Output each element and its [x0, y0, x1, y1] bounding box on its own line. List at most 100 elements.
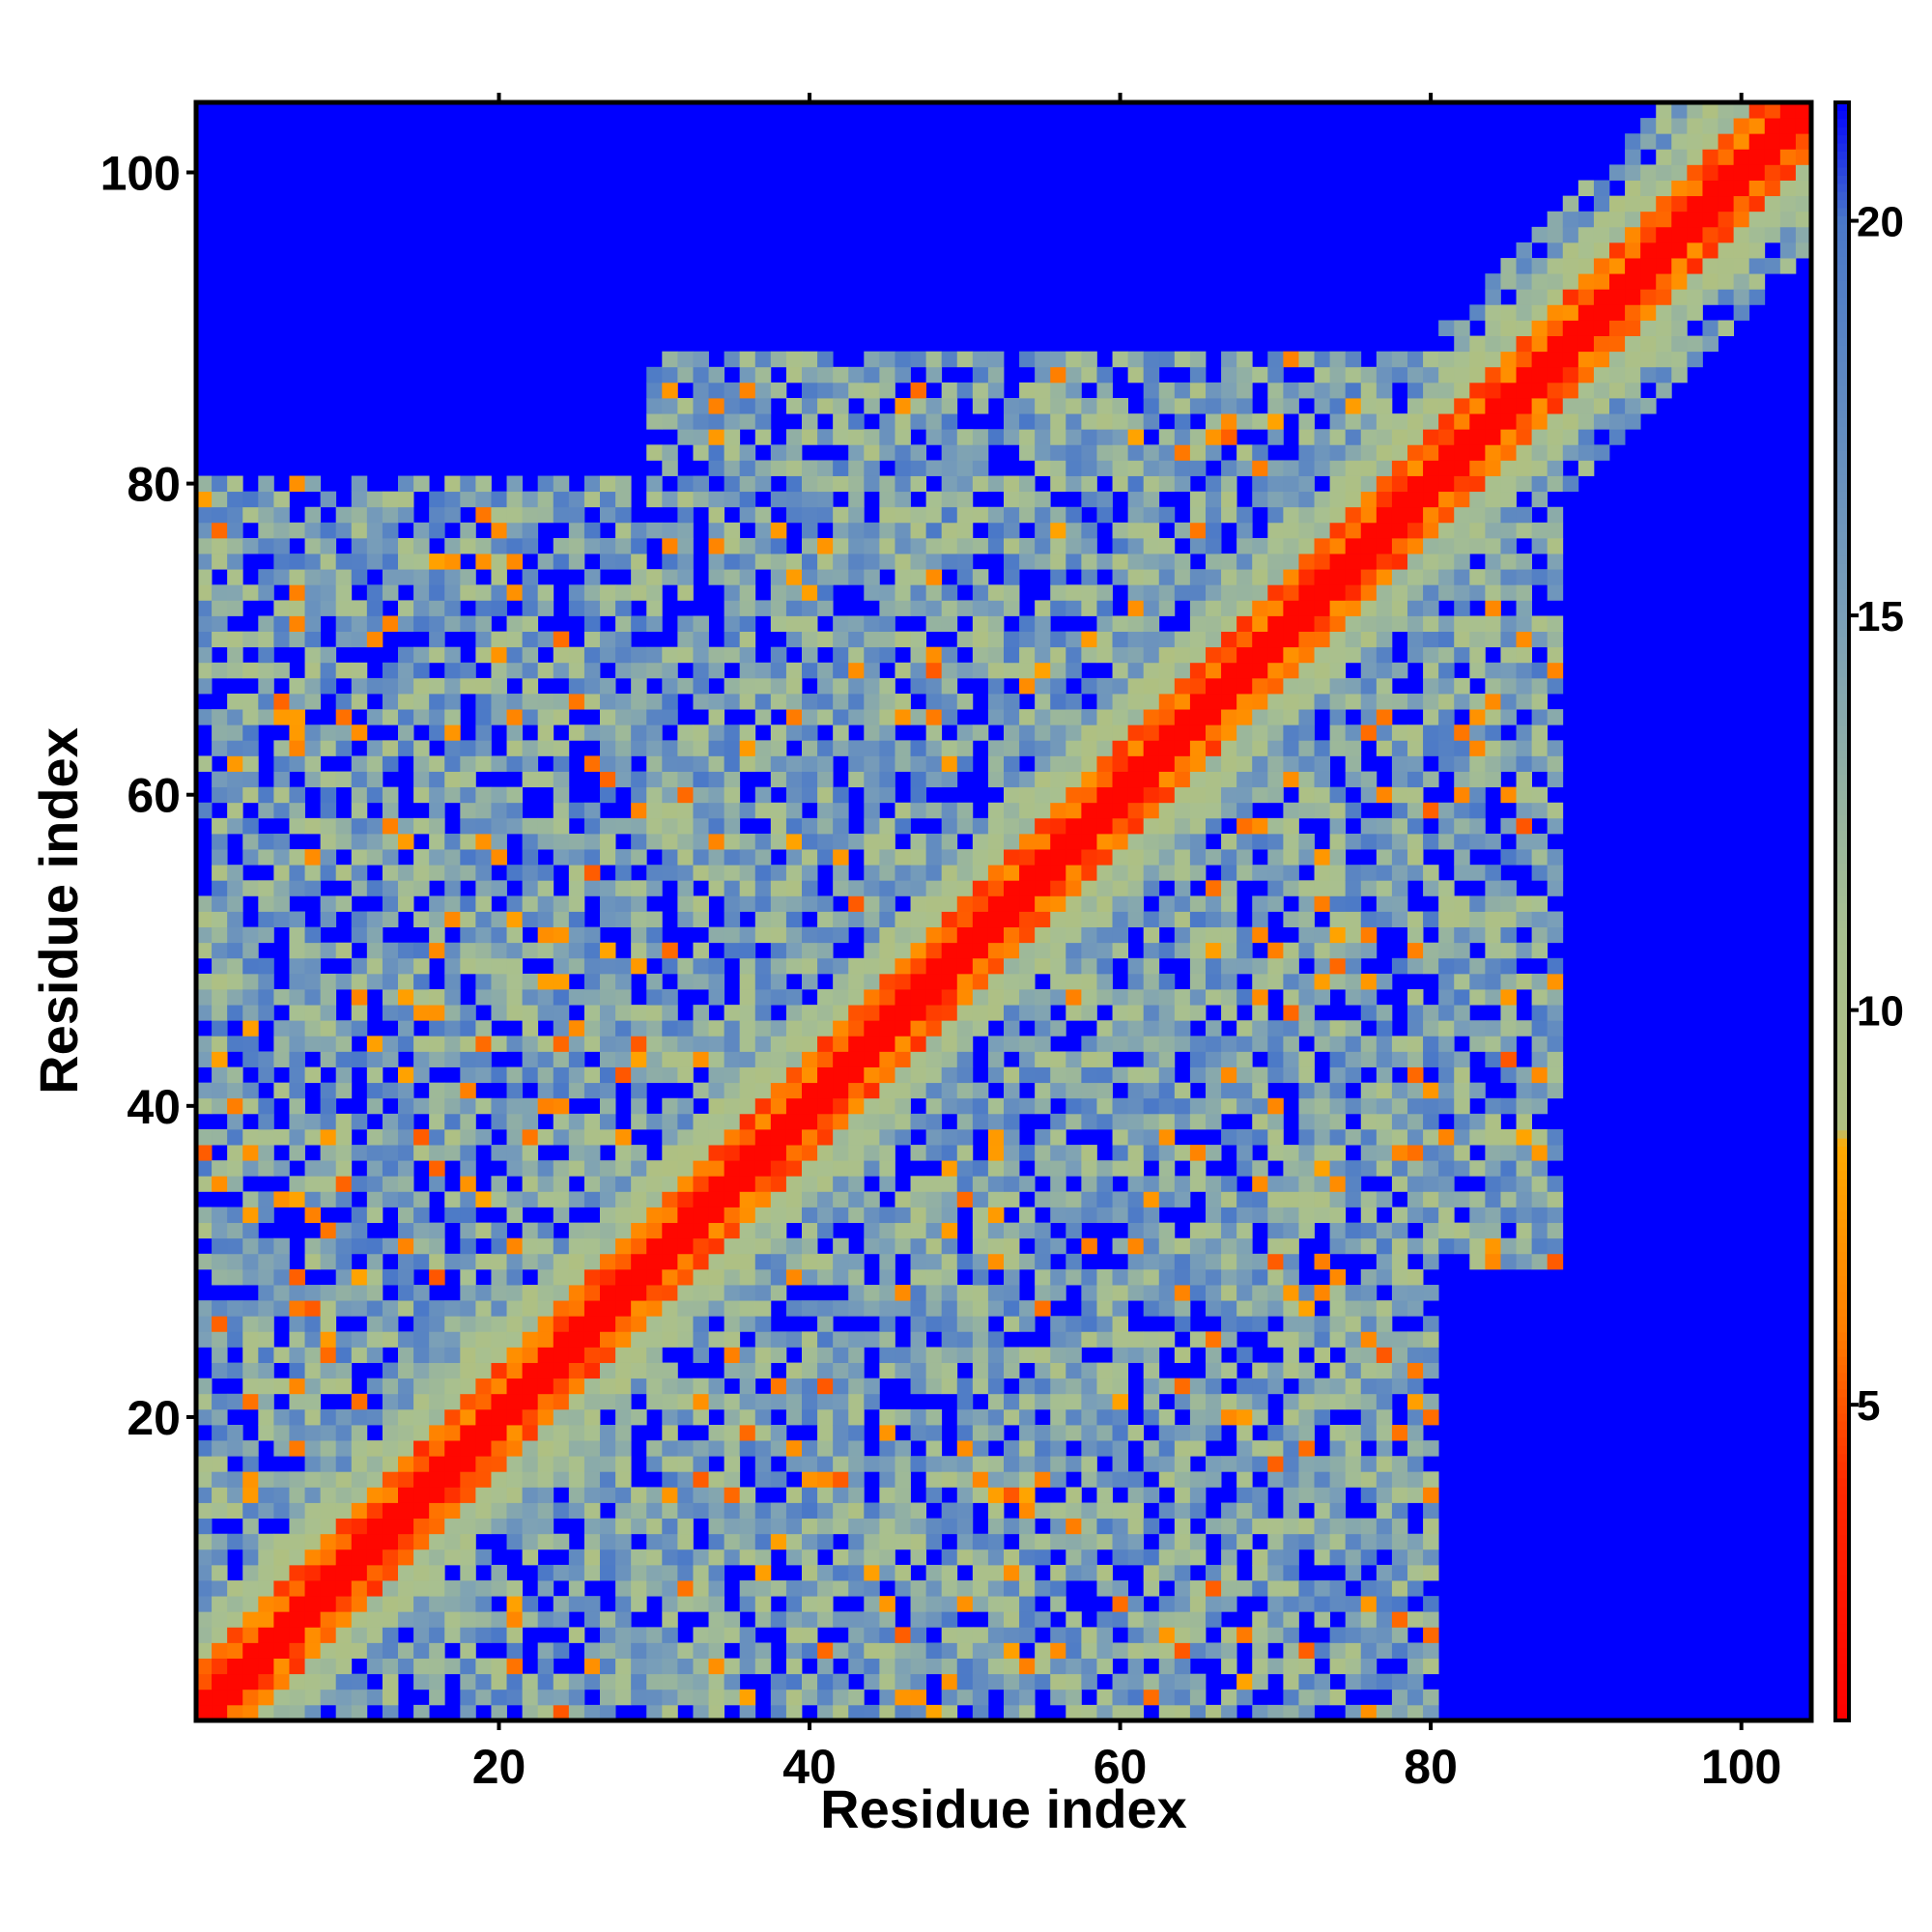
heatmap-cell [724, 646, 741, 664]
heatmap-cell [1004, 1113, 1020, 1130]
heatmap-cell [1050, 429, 1066, 445]
heatmap-cell [522, 833, 539, 850]
heatmap-cell [785, 429, 803, 445]
heatmap-cell [910, 1424, 927, 1441]
heatmap-cell [739, 1082, 756, 1099]
heatmap-cell [708, 1160, 725, 1177]
heatmap-cell [708, 413, 725, 430]
heatmap-cell [335, 1518, 353, 1535]
heatmap-cell [693, 1113, 709, 1130]
heatmap-cell [1050, 849, 1066, 866]
heatmap-cell [491, 1253, 507, 1270]
heatmap-cell [1143, 989, 1160, 1006]
heatmap-cell [1112, 1378, 1129, 1395]
heatmap-cell [242, 786, 259, 804]
heatmap-cell [1189, 615, 1207, 632]
heatmap-cell [864, 1658, 880, 1675]
heatmap-cell [631, 1331, 647, 1348]
heatmap-cell [833, 615, 849, 632]
heatmap-cell [1221, 554, 1237, 570]
heatmap-cell [1050, 413, 1066, 430]
heatmap-cell [1050, 1378, 1066, 1395]
heatmap-cell [1019, 1036, 1036, 1052]
heatmap-cell [553, 1689, 570, 1706]
heatmap-cell [1221, 1128, 1237, 1146]
heatmap-cell [1050, 942, 1066, 959]
heatmap-cell [739, 1533, 756, 1550]
heatmap-cell [196, 491, 213, 508]
heatmap-cell [1221, 1285, 1237, 1301]
heatmap-cell [987, 740, 1005, 756]
heatmap-cell [956, 1082, 974, 1099]
heatmap-cell [1065, 1611, 1082, 1628]
heatmap-cell [1112, 554, 1129, 570]
heatmap-cell [273, 895, 290, 912]
heatmap-cell [1174, 740, 1191, 756]
heatmap-cell [1267, 1128, 1284, 1146]
heatmap-cell [708, 1487, 725, 1503]
heatmap-cell [1221, 429, 1237, 445]
heatmap-cell [1096, 709, 1113, 725]
heatmap-cell [879, 475, 895, 493]
heatmap-cell [537, 554, 554, 570]
heatmap-cell [724, 740, 741, 756]
heatmap-cell [413, 646, 430, 664]
heatmap-cell [848, 1456, 865, 1472]
heatmap-cell [615, 1222, 632, 1239]
heatmap-cell [1174, 724, 1191, 741]
heatmap-cell [1314, 1548, 1331, 1566]
heatmap-cell [227, 1253, 243, 1270]
heatmap-cell [258, 522, 274, 539]
heatmap-cell [754, 1191, 772, 1208]
heatmap-cell [304, 1564, 322, 1581]
heatmap-cell [1206, 444, 1222, 461]
heatmap-cell [1236, 1456, 1253, 1472]
heatmap-cell [227, 1502, 243, 1520]
heatmap-cell [941, 1502, 958, 1520]
heatmap-cell [864, 786, 880, 804]
heatmap-cell [879, 1518, 895, 1535]
heatmap-cell [770, 973, 787, 990]
heatmap-cell [833, 1160, 849, 1177]
heatmap-cell [895, 537, 911, 554]
heatmap-cell [1019, 1051, 1036, 1067]
heatmap-cell [646, 615, 663, 632]
heatmap-cell [925, 1237, 943, 1255]
heatmap-cell [537, 911, 554, 928]
heatmap-cell [475, 942, 492, 959]
heatmap-cell [522, 646, 539, 664]
heatmap-cell [351, 849, 368, 866]
heatmap-cell [506, 475, 524, 493]
heatmap-cell [770, 1440, 787, 1457]
heatmap-cell [1096, 1611, 1113, 1628]
heatmap-cell [1127, 740, 1145, 756]
heatmap-cell [212, 1020, 228, 1037]
heatmap-cell [1158, 817, 1176, 835]
heatmap-cell [382, 1440, 399, 1457]
heatmap-cell [289, 1658, 305, 1675]
heatmap-cell [677, 1533, 694, 1550]
heatmap-cell [398, 1596, 414, 1612]
heatmap-cell [864, 957, 880, 975]
heatmap-cell [631, 1408, 647, 1426]
heatmap-cell [1267, 475, 1284, 493]
heatmap-cell [817, 1440, 834, 1457]
heatmap-cell [677, 1502, 694, 1520]
heatmap-cell [754, 755, 772, 772]
heatmap-cell [1283, 600, 1299, 616]
heatmap-cell [506, 1408, 524, 1426]
heatmap-cell [925, 694, 943, 710]
heatmap-cell [460, 1268, 476, 1286]
heatmap-cell [1174, 880, 1191, 896]
heatmap-cell [1283, 1191, 1299, 1208]
heatmap-cell [583, 1673, 601, 1690]
heatmap-cell [1112, 1020, 1129, 1037]
heatmap-cell [941, 1596, 958, 1612]
heatmap-cell [1298, 1066, 1315, 1084]
heatmap-cell [987, 1237, 1005, 1255]
heatmap-cell [382, 677, 399, 695]
heatmap-cell [1206, 895, 1222, 912]
heatmap-cell [460, 662, 476, 679]
heatmap-cell [242, 1020, 259, 1037]
heatmap-cell [413, 740, 430, 756]
